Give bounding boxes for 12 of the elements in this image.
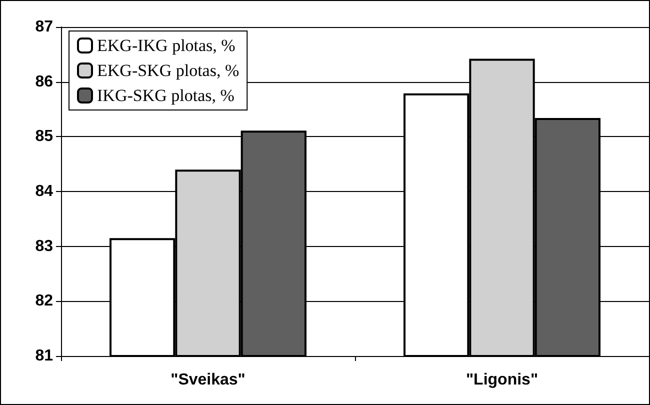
y-tick-label: 84 [35, 183, 54, 200]
legend-label: EKG-SKG plotas, % [97, 61, 240, 80]
y-tick-label: 81 [35, 348, 54, 364]
x-tick-label: "Ligonis" [466, 372, 538, 388]
x-tick-label: "Sveikas" [170, 372, 246, 388]
y-tick-label: 83 [35, 238, 54, 255]
y-tick-label: 87 [35, 18, 54, 36]
y-tick-label: 86 [35, 73, 54, 90]
y-tick-label: 85 [35, 128, 54, 146]
legend-label: IKG-SKG plotas, % [97, 86, 234, 105]
y-tick-label: 82 [35, 292, 54, 310]
legend-label: EKG-IKG plotas, % [97, 36, 236, 55]
